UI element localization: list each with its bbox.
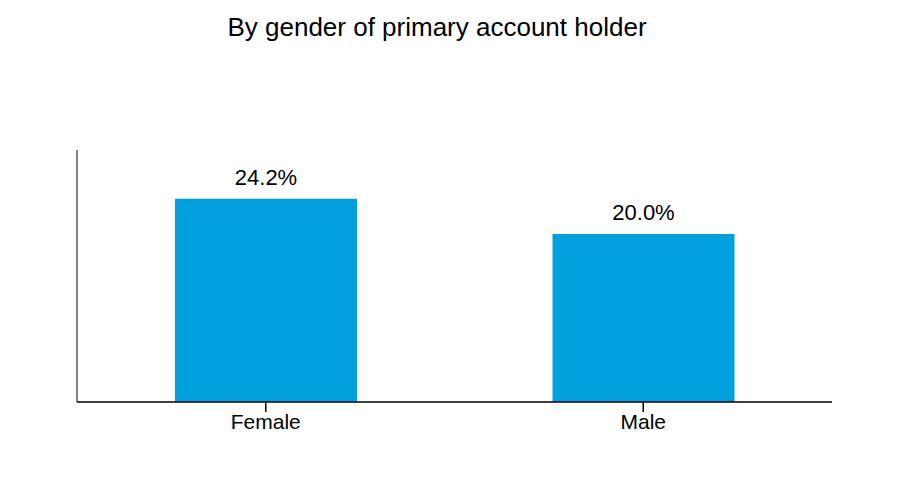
svg-text:24.2%: 24.2% <box>235 165 297 190</box>
svg-text:20.0%: 20.0% <box>612 200 674 225</box>
html-text:By gender of primary account h: By gender of primary account holder <box>227 12 647 42</box>
svg-text:Male: Male <box>620 410 666 433</box>
svg-text:Female: Female <box>231 410 301 433</box>
